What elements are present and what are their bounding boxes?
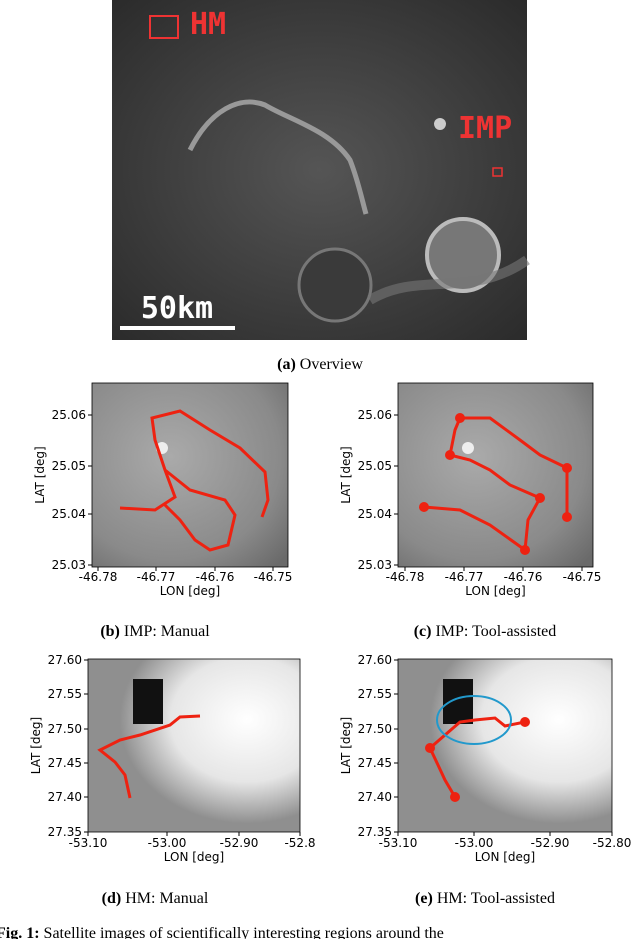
x-tick-label: -53.00 xyxy=(148,836,187,850)
frame xyxy=(397,658,613,833)
x-axis-label: LON [deg] xyxy=(160,584,220,598)
caption-a: (a) Overview xyxy=(277,356,363,373)
y-axis-label: LAT [deg] xyxy=(339,446,353,503)
x-tick-label: -53.00 xyxy=(455,836,494,850)
waypoint xyxy=(562,512,572,522)
x-tick-label: -46.77 xyxy=(445,570,484,584)
y-tick-label: 27.40 xyxy=(48,790,82,804)
waypoint xyxy=(455,413,465,423)
panel: 25.06 25.05 25.04 25.03-46.78 -46.77 -46.76 -4… xyxy=(33,382,293,640)
waypoint xyxy=(450,792,460,802)
panel-caption: (e) HM: Tool-assisted xyxy=(415,890,555,907)
waypoint xyxy=(445,450,455,460)
x-tick-label: -52.90 xyxy=(220,836,259,850)
x-tick-label: -46.75 xyxy=(254,570,293,584)
caption-label: (d) xyxy=(102,890,122,907)
panel: 27.60 27.55 27.50 27.45 27.40 27.35-53.10 -53.… xyxy=(29,653,316,907)
x-tick-label: -46.78 xyxy=(79,570,118,584)
panel-image xyxy=(92,383,288,567)
caption-text: IMP: Manual xyxy=(124,623,210,640)
overview-image: HM IMP 50km xyxy=(112,0,530,340)
y-tick-label: 27.50 xyxy=(48,722,82,736)
x-axis-label: LON [deg] xyxy=(475,850,535,864)
trace xyxy=(423,416,569,552)
x-tick-label: -46.76 xyxy=(504,570,543,584)
y-axis-label: LAT [deg] xyxy=(29,717,43,774)
y-tick-label: 27.50 xyxy=(358,722,392,736)
x-tick-label: -46.75 xyxy=(563,570,602,584)
caption-text: IMP: Tool-assisted xyxy=(435,623,556,640)
x-tick-label: -53.10 xyxy=(69,836,108,850)
waypoint xyxy=(562,463,572,473)
y-tick-label: 27.60 xyxy=(48,653,82,667)
caption-label: (c) xyxy=(414,623,432,640)
x-tick-label: -53.10 xyxy=(379,836,418,850)
y-tick-label: 25.06 xyxy=(358,408,392,422)
shadow xyxy=(443,679,473,724)
waypoint xyxy=(419,502,429,512)
waypoint xyxy=(520,717,530,727)
imp-label: IMP xyxy=(458,111,512,146)
x-tick-label: -46.77 xyxy=(137,570,176,584)
y-tick-label: 25.05 xyxy=(358,459,392,473)
y-tick-label: 27.55 xyxy=(48,687,82,701)
caption-text: HM: Tool-assisted xyxy=(437,890,555,907)
y-tick-label: 25.03 xyxy=(52,558,86,572)
waypoint xyxy=(520,545,530,555)
trace xyxy=(97,714,201,799)
y-tick-label: 27.40 xyxy=(358,790,392,804)
x-axis-label: LON [deg] xyxy=(164,850,224,864)
frame xyxy=(397,382,594,568)
y-tick-label: 25.04 xyxy=(358,507,392,521)
panel: 27.60 27.55 27.50 27.45 27.40 27.35-53.10 -53.… xyxy=(339,653,631,907)
caption-label: (e) xyxy=(415,890,433,907)
caption-text: HM: Manual xyxy=(125,890,209,907)
shadow xyxy=(133,679,163,724)
y-tick-label: 27.35 xyxy=(358,825,392,839)
y-tick-label: 27.45 xyxy=(48,756,82,770)
y-tick-label: 25.04 xyxy=(52,507,86,521)
x-tick-label: -52.90 xyxy=(531,836,570,850)
y-axis-label: LAT [deg] xyxy=(339,717,353,774)
y-axis-label: LAT [deg] xyxy=(33,446,47,503)
y-tick-label: 25.06 xyxy=(52,408,86,422)
hm-label: HM xyxy=(190,7,226,42)
trace xyxy=(119,409,270,552)
y-tick-label: 27.45 xyxy=(358,756,392,770)
frame xyxy=(87,658,301,833)
y-tick-label: 25.03 xyxy=(358,558,392,572)
panel-caption: (d) HM: Manual xyxy=(102,890,209,907)
x-tick-label: -46.78 xyxy=(386,570,425,584)
y-tick-label: 27.55 xyxy=(358,687,392,701)
waypoint xyxy=(425,743,435,753)
trace xyxy=(428,716,526,798)
panel-caption: (c) IMP: Tool-assisted xyxy=(414,623,557,640)
frame xyxy=(91,382,289,568)
panel-image xyxy=(88,659,300,832)
waypoint xyxy=(535,493,545,503)
x-tick-label: -46.76 xyxy=(196,570,235,584)
y-tick-label: 27.35 xyxy=(48,825,82,839)
crater xyxy=(462,442,474,454)
panel-caption: (b) IMP: Manual xyxy=(100,623,210,640)
panel: 25.06 25.05 25.04 25.03-46.78 -46.77 -46.76 -4… xyxy=(339,382,602,640)
x-tick-label: -52.80 xyxy=(593,836,632,850)
y-tick-label: 25.05 xyxy=(52,459,86,473)
figure-caption: Fig. 1: Satellite images of scientifical… xyxy=(0,925,444,939)
x-tick-label: -52.8 xyxy=(284,836,315,850)
x-axis-label: LON [deg] xyxy=(465,584,525,598)
caption-label: (b) xyxy=(100,623,120,640)
y-tick-label: 27.60 xyxy=(358,653,392,667)
scale-label: 50km xyxy=(141,291,213,326)
highlight xyxy=(436,695,512,745)
